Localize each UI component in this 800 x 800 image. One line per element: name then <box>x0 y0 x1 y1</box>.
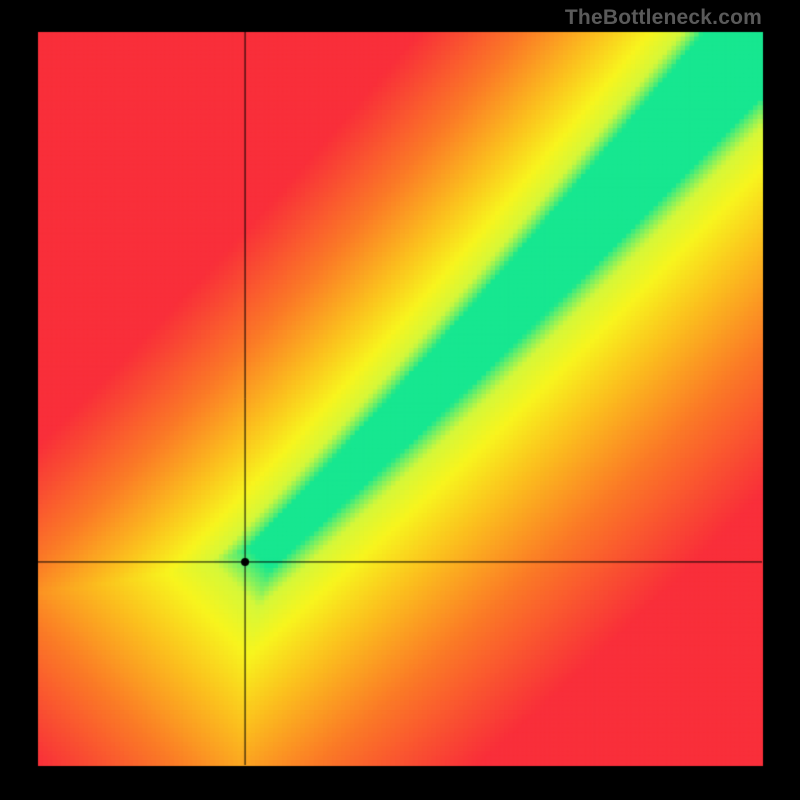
watermark-text: TheBottleneck.com <box>565 6 762 30</box>
chart-container: TheBottleneck.com <box>0 0 800 800</box>
bottleneck-heatmap <box>0 0 800 800</box>
